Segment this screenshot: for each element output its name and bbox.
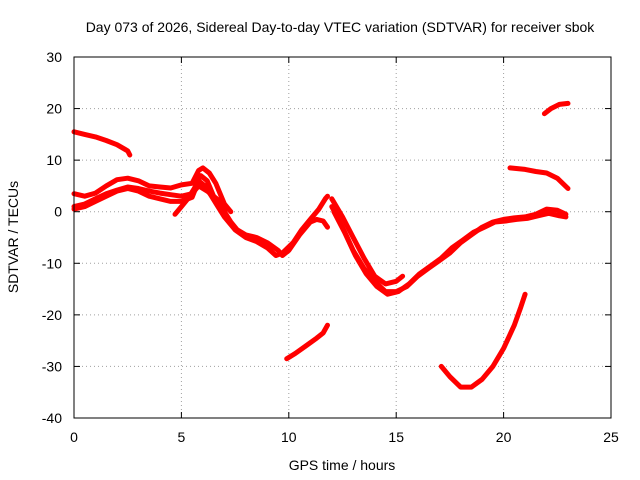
y-tick-label: -10 [42,255,62,271]
series-trace-2 [71,165,234,215]
y-tick-label: 0 [54,204,62,220]
series-trace-9 [284,322,330,362]
y-tick-label: 30 [46,49,62,65]
axis-ticks [73,56,612,419]
x-tick-label: 25 [603,429,619,445]
series-trace-1 [71,129,133,158]
x-tick-label: 20 [496,429,512,445]
series-trace-6 [329,196,406,287]
x-tick-label: 0 [70,429,78,445]
x-axis-label: GPS time / hours [289,457,396,473]
x-tick-label: 15 [388,429,404,445]
series-trace-12 [541,100,571,117]
plot-frame [73,56,612,419]
y-axis-label: SDTVAR / TECUs [5,181,21,293]
series-trace-10 [438,291,528,390]
y-tick-label: -20 [42,307,62,323]
series-trace-5 [172,173,229,217]
x-tick-label: 5 [178,429,186,445]
x-tick-label: 10 [281,429,297,445]
grid [74,57,611,418]
series-trace-8 [331,209,569,297]
series-trace-11 [507,165,571,191]
chart-title: Day 073 of 2026, Sidereal Day-to-day VTE… [86,19,596,35]
y-tick-label: 10 [46,152,62,168]
series-group [71,100,571,390]
y-tick-label: 20 [46,101,62,117]
tick-labels: 0 5 10 15 20 25 -40 -30 -20 -10 0 10 20 30 [42,49,619,445]
y-tick-label: -40 [42,410,62,426]
series-trace-4 [71,178,330,258]
y-tick-label: -30 [42,358,62,374]
